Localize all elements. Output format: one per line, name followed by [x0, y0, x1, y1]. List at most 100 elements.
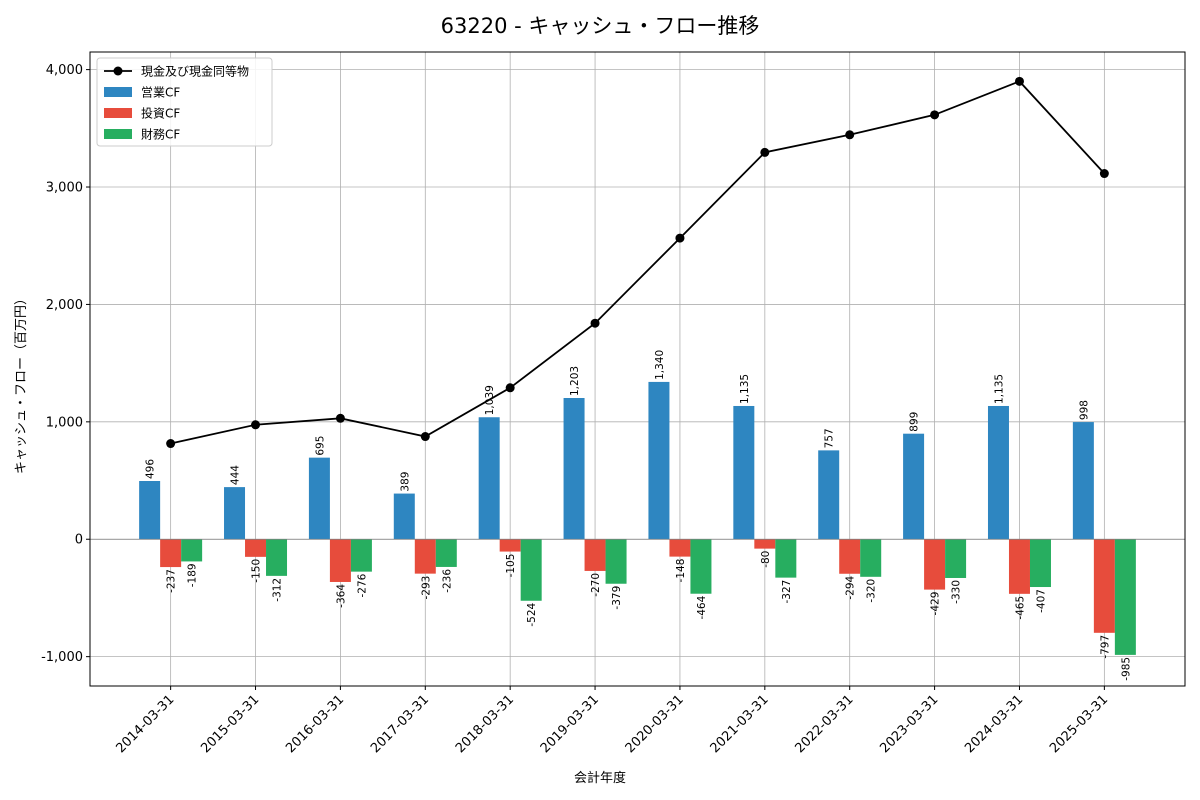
bar-label: 1,039: [484, 385, 496, 415]
bar-投資CF-2015-03-31: [245, 539, 267, 557]
bar-営業CF-2023-03-31: [903, 433, 925, 540]
bar-label: -429: [930, 592, 942, 616]
bar-label: 444: [230, 465, 242, 485]
bar-label: -379: [611, 586, 623, 610]
bar-営業CF-2020-03-31: [648, 381, 670, 540]
bar-label: -330: [951, 580, 963, 604]
bar-営業CF-2015-03-31: [224, 487, 246, 540]
cash-line: [166, 76, 1109, 449]
bar-投資CF-2023-03-31: [924, 539, 946, 590]
bar-営業CF-2019-03-31: [563, 397, 585, 540]
plot-area-frame: [89, 51, 1186, 687]
bar-投資CF-2025-03-31: [1093, 539, 1115, 633]
bar-投資CF-2018-03-31: [499, 539, 521, 552]
cash-point-2021-03-31: [760, 147, 770, 157]
bar-label: -148: [675, 559, 687, 583]
bar-投資CF-2017-03-31: [414, 539, 436, 574]
y-tick-label: 1,000: [46, 415, 83, 430]
bar-財務CF-2023-03-31: [945, 539, 967, 578]
bar-label: -524: [526, 602, 538, 626]
x-tick-label: 2022-03-31: [793, 692, 857, 756]
x-tick-label: 2023-03-31: [877, 692, 941, 756]
bar-label: -985: [1120, 657, 1132, 681]
legend-swatch-営業CF: [104, 87, 132, 97]
legend-label: 営業CF: [141, 86, 180, 100]
bar-label: 695: [314, 436, 326, 456]
x-tick-label: 2024-03-31: [962, 692, 1026, 756]
bar-label: -80: [760, 551, 772, 568]
cash-point-2024-03-31: [1014, 76, 1024, 86]
bar-営業CF-2025-03-31: [1072, 422, 1094, 540]
bar-label: -464: [696, 595, 708, 619]
bar-label: -797: [1099, 635, 1111, 659]
bar-label: 1,340: [654, 350, 666, 380]
bar-label: -327: [781, 580, 793, 604]
bar-財務CF-2015-03-31: [266, 539, 288, 576]
bar-財務CF-2018-03-31: [520, 539, 542, 601]
cash-point-2023-03-31: [930, 110, 940, 120]
cash-point-2017-03-31: [420, 432, 430, 442]
bar-label: 496: [145, 459, 157, 479]
bar-label: -150: [251, 559, 263, 583]
cash-point-2015-03-31: [251, 420, 261, 430]
bar-label: -320: [866, 579, 878, 603]
bar-label: 899: [909, 412, 921, 432]
y-tick-label: 0: [75, 533, 83, 548]
legend-line-marker: [113, 66, 123, 76]
bars: [90, 381, 1185, 655]
bar-営業CF-2014-03-31: [139, 481, 161, 540]
bar-label: 389: [399, 472, 411, 492]
bar-財務CF-2016-03-31: [350, 539, 372, 572]
bar-label: -407: [1035, 589, 1047, 613]
y-tick-label: 4,000: [46, 63, 83, 78]
legend-swatch-財務CF: [104, 129, 132, 139]
bar-投資CF-2021-03-31: [754, 539, 776, 549]
bar-label: -270: [590, 573, 602, 597]
bar-営業CF-2024-03-31: [987, 405, 1009, 540]
cash-point-2022-03-31: [845, 130, 855, 140]
bar-財務CF-2022-03-31: [860, 539, 882, 577]
bar-label: -189: [187, 563, 199, 587]
bar-営業CF-2017-03-31: [393, 493, 415, 540]
cash-point-2025-03-31: [1099, 169, 1109, 179]
x-tick-label: 2020-03-31: [623, 692, 687, 756]
bar-label: -237: [166, 569, 178, 593]
cash-point-2016-03-31: [335, 413, 345, 423]
bar-label: -364: [335, 584, 347, 608]
bar-営業CF-2022-03-31: [818, 450, 840, 540]
bar-営業CF-2021-03-31: [733, 405, 755, 540]
bar-営業CF-2018-03-31: [478, 417, 500, 540]
bar-label: -312: [272, 578, 284, 602]
bar-label: 1,203: [569, 366, 581, 396]
bar-財務CF-2024-03-31: [1029, 539, 1051, 588]
x-tick-label: 2019-03-31: [538, 692, 602, 756]
bar-投資CF-2024-03-31: [1008, 539, 1030, 594]
cash-point-2020-03-31: [675, 233, 685, 243]
x-tick-label: 2025-03-31: [1047, 692, 1111, 756]
cash-point-2018-03-31: [505, 383, 515, 393]
bar-投資CF-2016-03-31: [329, 539, 351, 582]
bar-投資CF-2022-03-31: [839, 539, 861, 574]
bar-財務CF-2014-03-31: [181, 539, 203, 562]
bar-label: -465: [1014, 596, 1026, 620]
cash-point-2019-03-31: [590, 318, 600, 328]
bar-財務CF-2021-03-31: [775, 539, 797, 578]
legend-label: 財務CF: [141, 127, 180, 142]
x-tick-label: 2021-03-31: [708, 692, 772, 756]
y-axis-title: キャッシュ・フロー（百万円）: [14, 292, 29, 474]
bar-投資CF-2014-03-31: [160, 539, 182, 568]
bar-財務CF-2017-03-31: [435, 539, 457, 567]
bar-label: -294: [845, 575, 857, 599]
chart-title: 63220 - キャッシュ・フロー推移: [441, 14, 760, 38]
bar-財務CF-2025-03-31: [1114, 539, 1136, 655]
bar-投資CF-2020-03-31: [669, 539, 691, 557]
bar-value-labels: 496 444 695 389 1,039 1,203 1,340 1,135 757 899 1,…: [145, 350, 1133, 681]
y-tick-label: 3,000: [46, 181, 83, 196]
x-tick-label: 2017-03-31: [368, 692, 432, 756]
x-tick-label: 2016-03-31: [283, 692, 347, 756]
bar-投資CF-2019-03-31: [584, 539, 606, 571]
bar-label: -293: [420, 576, 432, 600]
bar-財務CF-2019-03-31: [605, 539, 627, 584]
